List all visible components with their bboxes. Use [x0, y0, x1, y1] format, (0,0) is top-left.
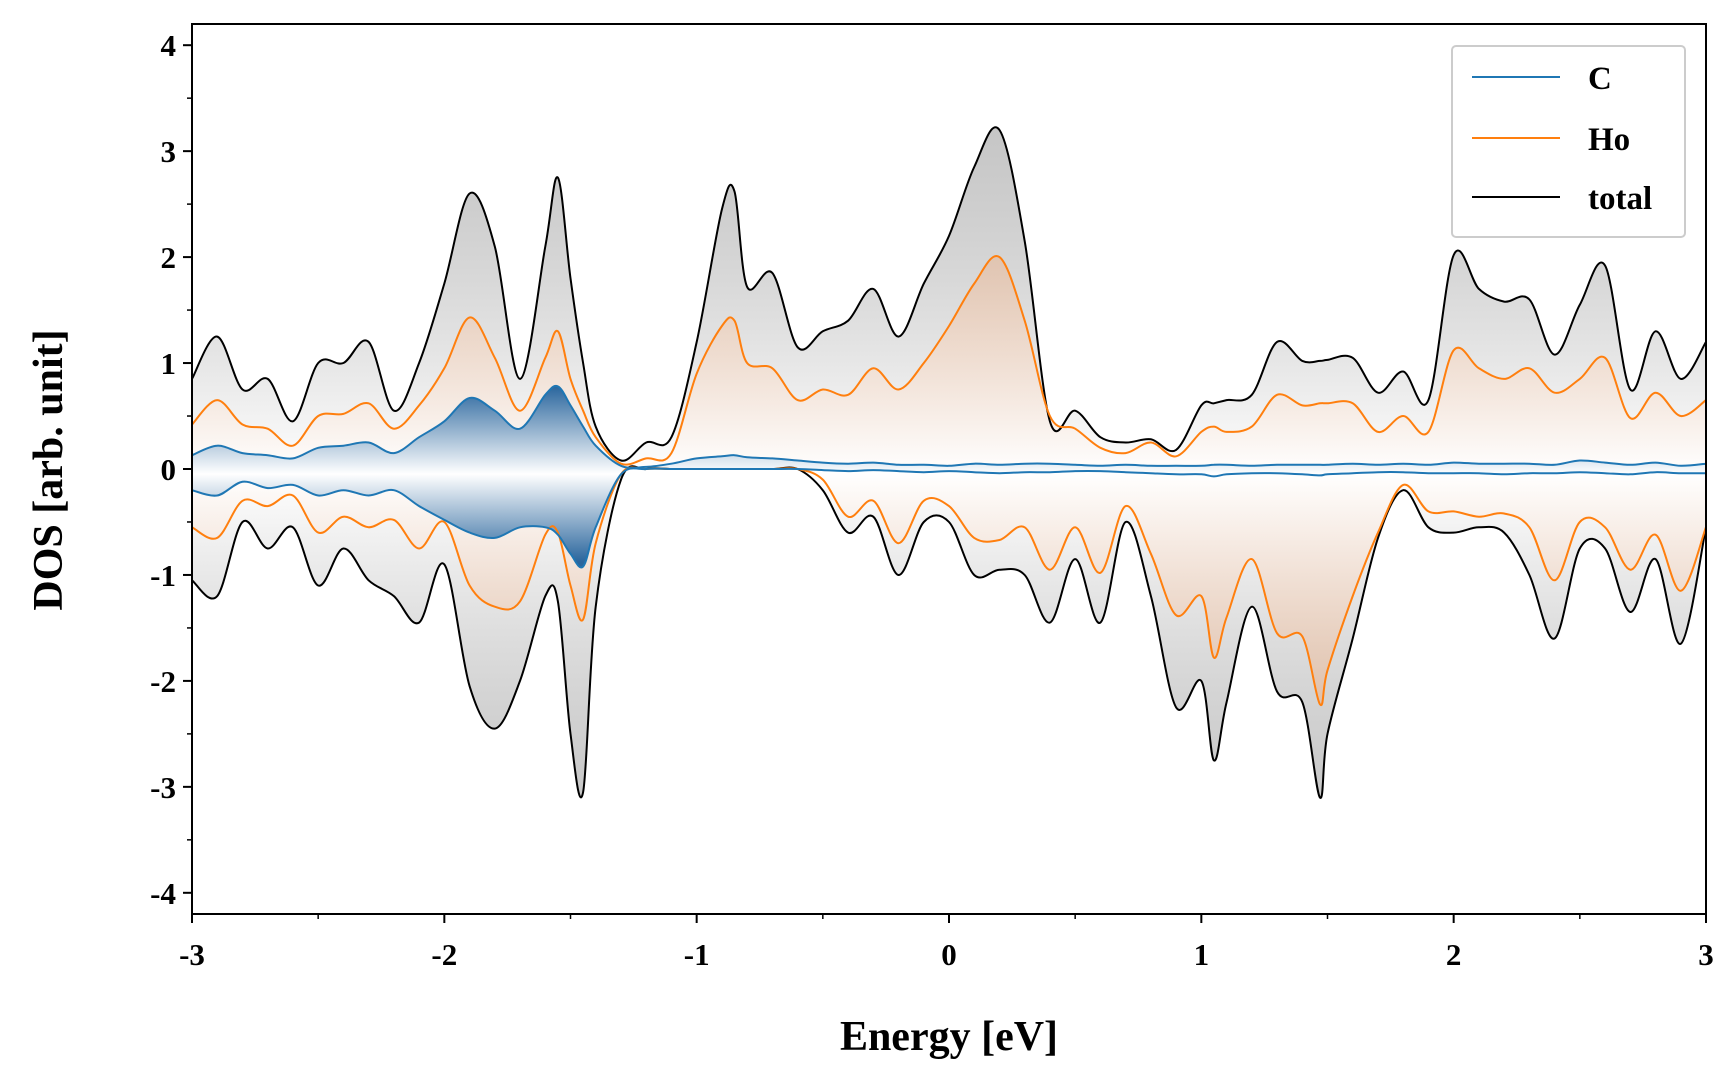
- x-axis-label: Energy [eV]: [840, 1014, 1058, 1060]
- y-tick-label: 1: [161, 346, 177, 381]
- x-tick-label: -2: [431, 937, 457, 972]
- y-tick-label: 2: [161, 240, 177, 275]
- y-tick-label: -1: [150, 558, 176, 593]
- y-tick-label: 4: [161, 28, 177, 63]
- y-tick-label: -4: [150, 876, 176, 911]
- line-ho-spin-down: [192, 466, 1706, 707]
- legend: C Ho total: [1451, 45, 1686, 238]
- y-tick-label: 3: [161, 134, 177, 169]
- y-tick-label: 0: [161, 452, 177, 487]
- line-c-spin-up: [192, 384, 1706, 469]
- line-ho-spin-up: [192, 254, 1706, 466]
- line-total-spin-up: [192, 126, 1706, 462]
- x-tick-label: 3: [1698, 937, 1714, 972]
- y-tick-label: -3: [150, 770, 176, 805]
- legend-label-ho: Ho: [1588, 122, 1630, 158]
- x-tick-label: 2: [1446, 937, 1462, 972]
- line-c-spin-down: [192, 467, 1706, 569]
- y-tick-label: -2: [150, 664, 176, 699]
- x-tick-label: 1: [1194, 937, 1210, 972]
- x-tick-label: -3: [179, 937, 205, 972]
- x-tick-label: 0: [941, 937, 957, 972]
- y-axis-label: DOS [arb. unit]: [26, 329, 72, 610]
- legend-label-total: total: [1588, 181, 1652, 217]
- x-tick-label: -1: [684, 937, 710, 972]
- series-lines: [192, 126, 1706, 799]
- legend-label-c: C: [1588, 61, 1612, 97]
- line-total-spin-down: [192, 465, 1706, 799]
- legend-box: [1451, 45, 1686, 238]
- fill-c-spin-down: [192, 468, 1706, 568]
